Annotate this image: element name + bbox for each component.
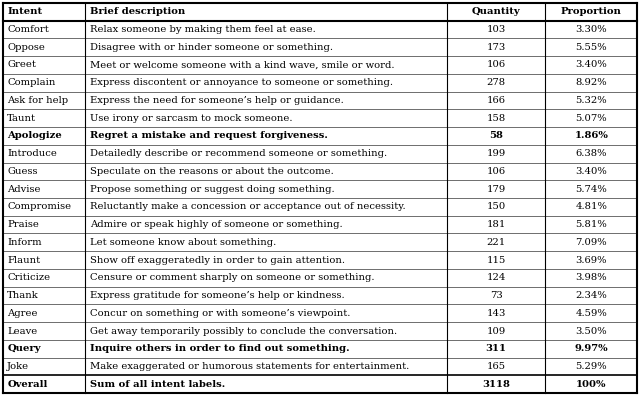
- Text: Disagree with or hinder someone or something.: Disagree with or hinder someone or somet…: [90, 43, 333, 51]
- Text: Praise: Praise: [7, 220, 39, 229]
- Text: 3.69%: 3.69%: [575, 255, 607, 265]
- Text: Overall: Overall: [7, 380, 47, 389]
- Text: 3.98%: 3.98%: [575, 273, 607, 282]
- Text: Advise: Advise: [7, 185, 41, 194]
- Text: 103: 103: [486, 25, 506, 34]
- Text: 199: 199: [486, 149, 506, 158]
- Text: 5.32%: 5.32%: [575, 96, 607, 105]
- Text: Joke: Joke: [7, 362, 29, 371]
- Text: Apologize: Apologize: [7, 131, 62, 141]
- Text: Oppose: Oppose: [7, 43, 45, 51]
- Text: 3.50%: 3.50%: [575, 327, 607, 335]
- Text: Speculate on the reasons or about the outcome.: Speculate on the reasons or about the ou…: [90, 167, 333, 176]
- Text: Compromise: Compromise: [7, 202, 71, 211]
- Text: 3.40%: 3.40%: [575, 167, 607, 176]
- Text: 311: 311: [486, 345, 506, 353]
- Text: 5.74%: 5.74%: [575, 185, 607, 194]
- Text: Agree: Agree: [7, 309, 38, 318]
- Text: 3.40%: 3.40%: [575, 61, 607, 69]
- Text: 181: 181: [486, 220, 506, 229]
- Text: 58: 58: [489, 131, 503, 141]
- Text: Show off exaggeratedly in order to gain attention.: Show off exaggeratedly in order to gain …: [90, 255, 345, 265]
- Text: 5.29%: 5.29%: [575, 362, 607, 371]
- Text: Introduce: Introduce: [7, 149, 57, 158]
- Text: 7.09%: 7.09%: [575, 238, 607, 247]
- Text: Express gratitude for someone’s help or kindness.: Express gratitude for someone’s help or …: [90, 291, 344, 300]
- Text: 73: 73: [490, 291, 502, 300]
- Text: Thank: Thank: [7, 291, 39, 300]
- Text: 158: 158: [486, 114, 506, 123]
- Text: 173: 173: [486, 43, 506, 51]
- Text: 2.34%: 2.34%: [575, 291, 607, 300]
- Text: Ask for help: Ask for help: [7, 96, 68, 105]
- Text: 5.55%: 5.55%: [575, 43, 607, 51]
- Text: 3118: 3118: [482, 380, 510, 389]
- Text: Inform: Inform: [7, 238, 42, 247]
- Text: 165: 165: [486, 362, 506, 371]
- Text: Sum of all intent labels.: Sum of all intent labels.: [90, 380, 225, 389]
- Text: 143: 143: [486, 309, 506, 318]
- Text: 106: 106: [486, 167, 506, 176]
- Text: 100%: 100%: [576, 380, 607, 389]
- Text: 9.97%: 9.97%: [575, 345, 608, 353]
- Text: Regret a mistake and request forgiveness.: Regret a mistake and request forgiveness…: [90, 131, 328, 141]
- Text: Reluctantly make a concession or acceptance out of necessity.: Reluctantly make a concession or accepta…: [90, 202, 405, 211]
- Text: 278: 278: [486, 78, 506, 87]
- Text: Taunt: Taunt: [7, 114, 36, 123]
- Text: 221: 221: [486, 238, 506, 247]
- Text: 3.30%: 3.30%: [575, 25, 607, 34]
- Text: Concur on something or with someone’s viewpoint.: Concur on something or with someone’s vi…: [90, 309, 350, 318]
- Text: Leave: Leave: [7, 327, 38, 335]
- Text: Admire or speak highly of someone or something.: Admire or speak highly of someone or som…: [90, 220, 342, 229]
- Text: 115: 115: [486, 255, 506, 265]
- Text: Brief description: Brief description: [90, 7, 185, 16]
- Text: 124: 124: [486, 273, 506, 282]
- Text: 1.86%: 1.86%: [574, 131, 608, 141]
- Text: Meet or welcome someone with a kind wave, smile or word.: Meet or welcome someone with a kind wave…: [90, 61, 394, 69]
- Text: 106: 106: [486, 61, 506, 69]
- Text: Quantity: Quantity: [472, 7, 520, 16]
- Text: Let someone know about something.: Let someone know about something.: [90, 238, 276, 247]
- Text: Criticize: Criticize: [7, 273, 51, 282]
- Text: 4.81%: 4.81%: [575, 202, 607, 211]
- Text: 6.38%: 6.38%: [575, 149, 607, 158]
- Text: Guess: Guess: [7, 167, 38, 176]
- Text: Intent: Intent: [7, 7, 42, 16]
- Text: Proportion: Proportion: [561, 7, 621, 16]
- Text: Get away temporarily possibly to conclude the conversation.: Get away temporarily possibly to conclud…: [90, 327, 397, 335]
- Text: Propose something or suggest doing something.: Propose something or suggest doing somet…: [90, 185, 334, 194]
- Text: Complain: Complain: [7, 78, 56, 87]
- Text: Use irony or sarcasm to mock someone.: Use irony or sarcasm to mock someone.: [90, 114, 292, 123]
- Text: 4.59%: 4.59%: [575, 309, 607, 318]
- Text: Express discontent or annoyance to someone or something.: Express discontent or annoyance to someo…: [90, 78, 393, 87]
- Text: Greet: Greet: [7, 61, 36, 69]
- Text: Express the need for someone’s help or guidance.: Express the need for someone’s help or g…: [90, 96, 344, 105]
- Text: Censure or comment sharply on someone or something.: Censure or comment sharply on someone or…: [90, 273, 374, 282]
- Text: Detailedly describe or recommend someone or something.: Detailedly describe or recommend someone…: [90, 149, 387, 158]
- Text: 8.92%: 8.92%: [575, 78, 607, 87]
- Text: Query: Query: [7, 345, 41, 353]
- Text: 5.81%: 5.81%: [575, 220, 607, 229]
- Text: 150: 150: [486, 202, 506, 211]
- Text: Make exaggerated or humorous statements for entertainment.: Make exaggerated or humorous statements …: [90, 362, 409, 371]
- Text: Relax someone by making them feel at ease.: Relax someone by making them feel at eas…: [90, 25, 316, 34]
- Text: Flaunt: Flaunt: [7, 255, 40, 265]
- Text: 166: 166: [486, 96, 506, 105]
- Text: Inquire others in order to find out something.: Inquire others in order to find out some…: [90, 345, 349, 353]
- Text: 179: 179: [486, 185, 506, 194]
- Text: 109: 109: [486, 327, 506, 335]
- Text: Comfort: Comfort: [7, 25, 49, 34]
- Text: 5.07%: 5.07%: [575, 114, 607, 123]
